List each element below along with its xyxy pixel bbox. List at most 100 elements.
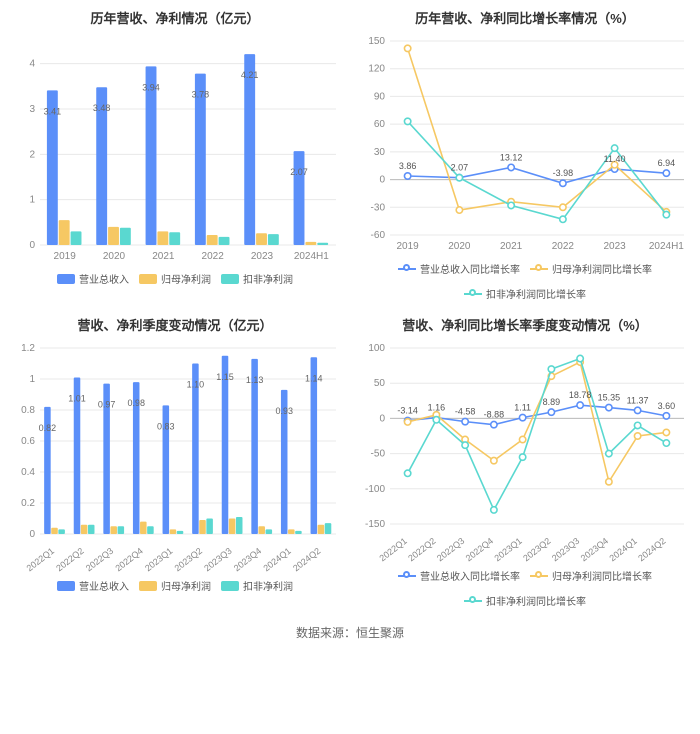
svg-text:1.13: 1.13 [246,375,264,385]
svg-text:0: 0 [379,175,385,186]
svg-text:30: 30 [374,147,386,158]
svg-text:2023Q4: 2023Q4 [232,546,263,572]
legend-item: 营业总收入 [57,271,129,286]
svg-text:60: 60 [374,119,386,130]
bar-chart-quarterly: 00.20.40.60.811.20.822022Q11.012022Q20.9… [6,342,344,572]
svg-text:2022Q3: 2022Q3 [84,546,115,572]
legend: 营业总收入同比增长率归母净利润同比增长率扣非净利润同比增长率 [356,261,694,301]
svg-text:2020: 2020 [103,251,126,262]
svg-text:0.82: 0.82 [39,423,57,433]
svg-text:2023Q3: 2023Q3 [550,536,581,562]
svg-text:-8.88: -8.88 [484,410,505,420]
svg-text:0.93: 0.93 [275,406,293,416]
svg-text:2023Q2: 2023Q2 [521,536,552,562]
legend-item: 归母净利润同比增长率 [530,261,652,276]
svg-text:1.11: 1.11 [514,403,531,413]
svg-text:2023: 2023 [603,241,626,252]
svg-text:2022Q2: 2022Q2 [406,536,437,562]
legend-item: 扣非净利润同比增长率 [464,286,586,301]
svg-text:0.83: 0.83 [157,421,175,431]
legend-label: 营业总收入 [79,271,129,286]
svg-text:2.07: 2.07 [290,167,308,177]
line-chart-quarterly-growth: -150-100-50050100-3.141.16-4.58-8.881.11… [356,342,694,562]
svg-text:2024Q1: 2024Q1 [261,546,292,572]
legend-item: 扣非净利润 [221,271,293,286]
svg-text:-50: -50 [371,449,386,460]
svg-text:2023Q4: 2023Q4 [579,536,610,562]
svg-text:1.10: 1.10 [187,380,205,390]
legend-label: 扣非净利润 [243,271,293,286]
svg-text:2.07: 2.07 [451,163,469,173]
svg-text:120: 120 [368,64,385,75]
svg-text:-60: -60 [371,230,386,241]
svg-text:0.97: 0.97 [98,400,116,410]
svg-text:6.94: 6.94 [658,158,676,168]
legend-label: 扣非净利润 [243,578,293,593]
svg-text:2020: 2020 [448,241,471,252]
panel-annual-growth: 历年营收、净利同比增长率情况（%） -60 -30 0 30 60 90 120 150 3.8… [350,0,700,307]
svg-text:50: 50 [374,378,386,389]
svg-text:13.12: 13.12 [500,152,523,162]
panel-quarterly-revenue: 营收、净利季度变动情况（亿元） 00.20.40.60.811.20.82202… [0,307,350,614]
svg-text:3.48: 3.48 [93,103,111,113]
svg-text:1.15: 1.15 [216,372,234,382]
svg-text:2024Q2: 2024Q2 [636,536,667,562]
svg-text:150: 150 [368,36,385,47]
svg-text:2023Q1: 2023Q1 [492,536,523,562]
svg-text:-30: -30 [371,202,386,213]
svg-text:2021: 2021 [500,241,523,252]
svg-text:11.40: 11.40 [604,154,626,164]
svg-text:0: 0 [379,413,385,424]
svg-text:2022Q4: 2022Q4 [464,536,495,562]
svg-text:2024H1: 2024H1 [649,241,684,252]
svg-text:3.78: 3.78 [192,90,210,100]
legend: 营业总收入归母净利润 扣非净利润 [6,271,344,286]
svg-text:2019: 2019 [54,251,77,262]
svg-text:3.86: 3.86 [399,161,417,171]
legend-label: 扣非净利润同比增长率 [486,593,586,608]
svg-text:3.41: 3.41 [44,106,62,116]
svg-text:90: 90 [374,91,386,102]
svg-text:1: 1 [29,195,35,206]
chart-grid: 历年营收、净利情况（亿元） 012343.4120193.4820203.942… [0,0,700,614]
svg-text:8.89: 8.89 [543,397,561,407]
line-chart-annual-growth: -60 -30 0 30 60 90 120 150 3.86 2.07 13.12 -3.98 11.… [356,35,694,255]
legend-label: 扣非净利润同比增长率 [486,286,586,301]
svg-text:-3.14: -3.14 [397,406,418,416]
svg-text:0: 0 [29,529,35,540]
legend-item: 归母净利润 [139,271,211,286]
svg-text:2022Q4: 2022Q4 [113,546,144,572]
svg-text:-100: -100 [365,484,385,495]
svg-text:2022Q1: 2022Q1 [377,536,408,562]
legend-label: 营业总收入同比增长率 [420,261,520,276]
data-source-footer: 数据来源：恒生聚源 [0,614,700,655]
legend-item: 营业总收入同比增长率 [398,261,520,276]
svg-text:15.35: 15.35 [598,393,621,403]
svg-text:2024Q2: 2024Q2 [291,546,322,572]
chart-title: 历年营收、净利同比增长率情况（%） [356,8,694,27]
svg-text:11.37: 11.37 [627,395,649,405]
svg-text:2024H1: 2024H1 [294,251,329,262]
svg-text:1: 1 [29,374,35,385]
svg-text:4: 4 [29,59,35,70]
legend-item: 归母净利润 [139,578,211,593]
svg-text:2022Q2: 2022Q2 [54,546,85,572]
chart-title: 营收、净利同比增长率季度变动情况（%） [356,315,694,334]
svg-text:1.16: 1.16 [428,403,446,413]
svg-text:-3.98: -3.98 [553,168,574,178]
svg-text:2021: 2021 [152,251,175,262]
legend-label: 营业总收入 [79,578,129,593]
svg-text:3.60: 3.60 [658,401,676,411]
legend-item: 扣非净利润同比增长率 [464,593,586,608]
svg-text:18.78: 18.78 [569,390,592,400]
legend-label: 营业总收入同比增长率 [420,568,520,583]
svg-text:0.8: 0.8 [21,405,35,416]
svg-text:2024Q1: 2024Q1 [607,536,638,562]
svg-text:100: 100 [368,343,385,354]
chart-title: 营收、净利季度变动情况（亿元） [6,315,344,334]
legend-item: 营业总收入 [57,578,129,593]
svg-text:0.4: 0.4 [21,467,35,478]
bar-chart-annual: 012343.4120193.4820203.9420213.7820224.2… [6,35,344,265]
svg-text:1.01: 1.01 [68,393,86,403]
svg-text:1.2: 1.2 [21,343,35,354]
